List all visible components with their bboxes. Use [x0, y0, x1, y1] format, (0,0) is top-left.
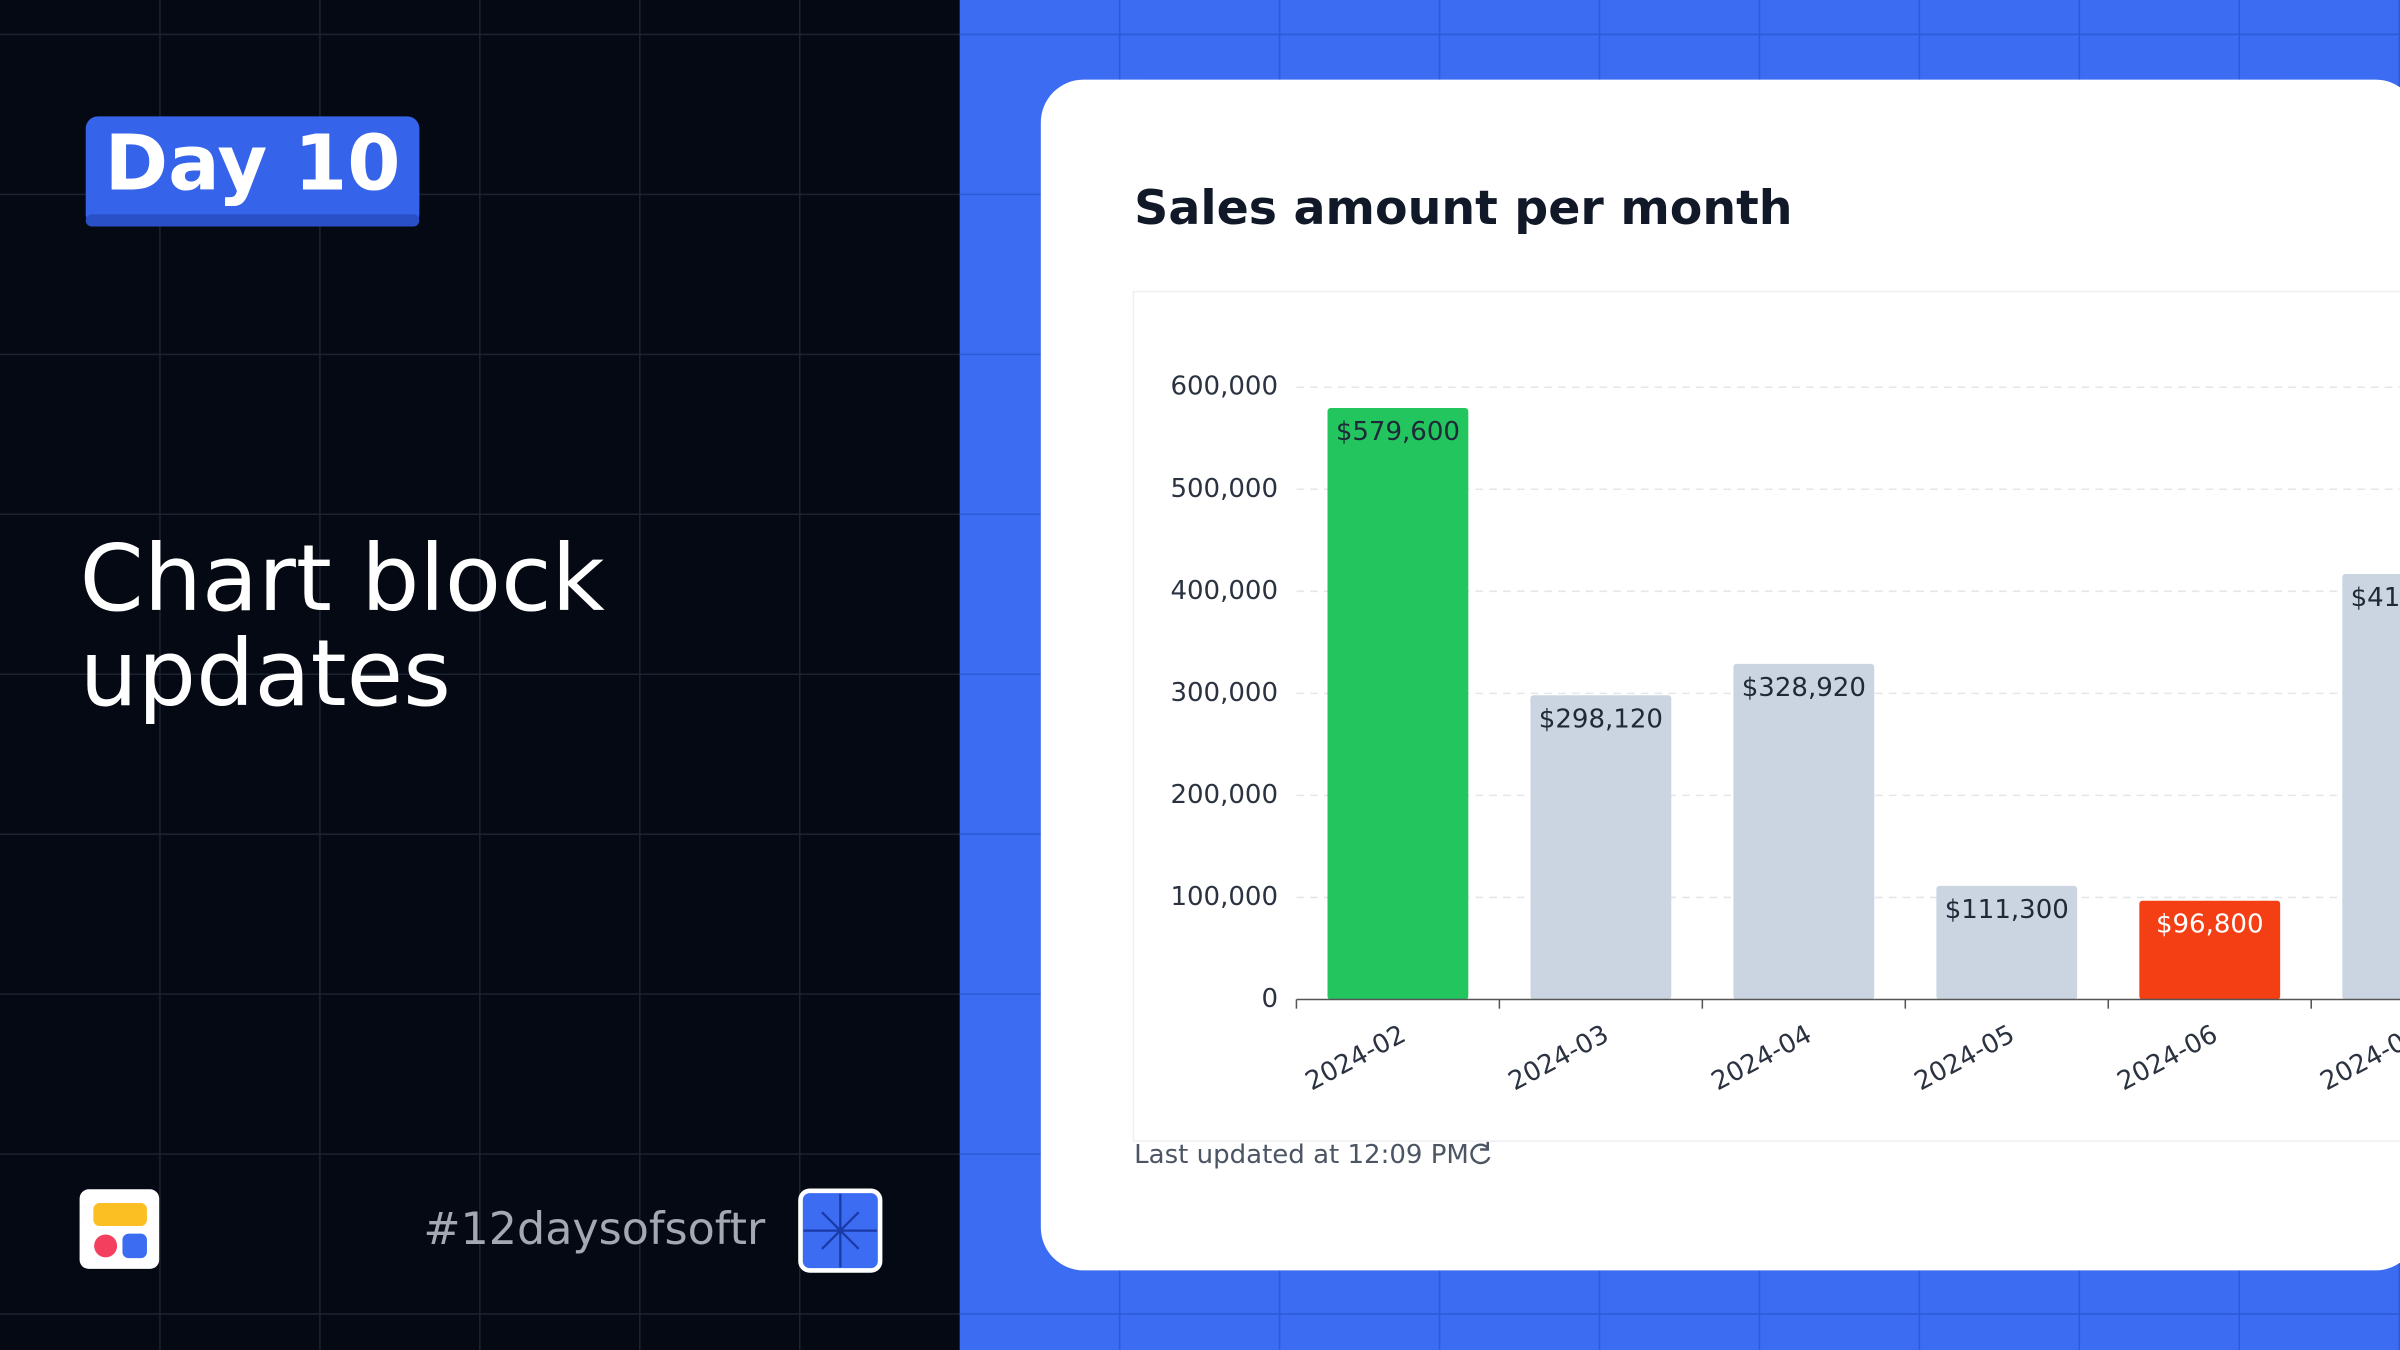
bar — [1936, 885, 2078, 1000]
headline: Chart block — [80, 525, 605, 632]
y-tick-label: 500,000 — [1170, 474, 1278, 504]
logo-part — [93, 1203, 147, 1227]
badge-shadow — [85, 214, 420, 227]
bar — [2342, 573, 2400, 1000]
y-tick-label: 600,000 — [1170, 372, 1278, 402]
card-content: Sales amount per month 0 100,000 200,000 30… — [1132, 181, 2400, 1170]
data-label: $96,800 — [2156, 910, 2264, 940]
badge — [85, 116, 420, 227]
data-label: $298,120 — [1539, 704, 1663, 734]
y-tick-label: 100,000 — [1170, 882, 1278, 912]
data-label: $579,600 — [1336, 417, 1460, 447]
logo — [79, 1189, 160, 1269]
bar — [2139, 900, 2281, 1000]
gift-icon-lines — [803, 1193, 878, 1268]
data-label: $417,000 — [2351, 583, 2400, 613]
badge-text: Day 10 — [105, 119, 401, 208]
bar — [1327, 408, 1469, 1000]
y-tick-label: 200,000 — [1170, 780, 1278, 810]
y-tick-label: 0 — [1261, 984, 1278, 1014]
bar — [1733, 663, 1875, 1000]
bar — [1530, 695, 1672, 1000]
refresh-icon[interactable] — [1470, 1141, 1491, 1165]
hashtag: #12daysofsoftr — [423, 1204, 766, 1255]
logo-part — [122, 1233, 147, 1259]
data-label: $328,920 — [1742, 673, 1866, 703]
headline: updates — [80, 620, 451, 727]
logo-part — [94, 1234, 118, 1258]
y-tick-label: 300,000 — [1170, 678, 1278, 708]
chart-title: Sales amount per month — [1134, 181, 1792, 236]
footer: Last updated at 12:09 PM — [1134, 1140, 1469, 1170]
data-label: $111,300 — [1945, 895, 2069, 925]
y-tick-label: 400,000 — [1170, 576, 1278, 606]
